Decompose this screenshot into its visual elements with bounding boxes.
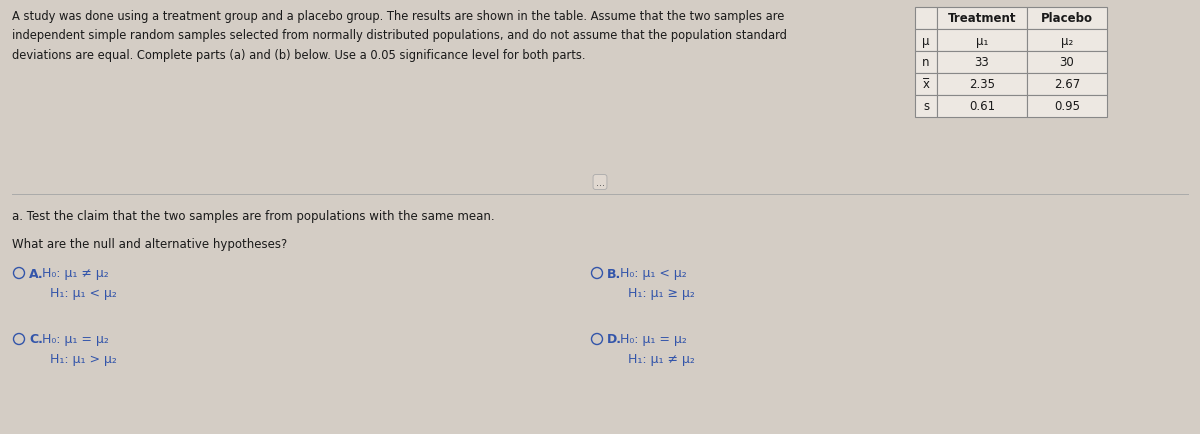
Text: A study was done using a treatment group and a placebo group. The results are sh: A study was done using a treatment group… [12,10,787,62]
Text: C.: C. [29,333,43,346]
FancyBboxPatch shape [916,8,937,30]
Text: Placebo: Placebo [1042,13,1093,26]
FancyBboxPatch shape [916,74,937,96]
Text: H₀: μ₁ < μ₂: H₀: μ₁ < μ₂ [620,267,686,280]
FancyBboxPatch shape [1027,96,1108,118]
Text: 2.35: 2.35 [970,78,995,91]
Text: μ: μ [923,34,930,47]
FancyBboxPatch shape [1027,8,1108,30]
Text: Treatment: Treatment [948,13,1016,26]
Text: What are the null and alternative hypotheses?: What are the null and alternative hypoth… [12,237,287,250]
Text: H₀: μ₁ ≠ μ₂: H₀: μ₁ ≠ μ₂ [42,267,109,280]
FancyBboxPatch shape [916,96,937,118]
Text: H₁: μ₁ > μ₂: H₁: μ₁ > μ₂ [50,353,116,366]
FancyBboxPatch shape [937,96,1027,118]
Text: s: s [923,100,929,113]
FancyBboxPatch shape [937,30,1027,52]
Text: B.: B. [607,267,622,280]
Text: ...: ... [595,178,605,187]
Text: D.: D. [607,333,622,346]
Text: 33: 33 [974,56,989,69]
FancyBboxPatch shape [916,52,937,74]
Text: 0.95: 0.95 [1054,100,1080,113]
FancyBboxPatch shape [1027,52,1108,74]
Text: x̅: x̅ [923,78,930,91]
Text: H₁: μ₁ ≥ μ₂: H₁: μ₁ ≥ μ₂ [628,287,695,300]
Text: H₀: μ₁ = μ₂: H₀: μ₁ = μ₂ [42,333,109,346]
FancyBboxPatch shape [937,52,1027,74]
Text: H₀: μ₁ = μ₂: H₀: μ₁ = μ₂ [620,333,686,346]
FancyBboxPatch shape [1027,74,1108,96]
Text: H₁: μ₁ < μ₂: H₁: μ₁ < μ₂ [50,287,116,300]
Text: H₁: μ₁ ≠ μ₂: H₁: μ₁ ≠ μ₂ [628,353,695,366]
FancyBboxPatch shape [916,30,937,52]
FancyBboxPatch shape [1027,30,1108,52]
Text: a. Test the claim that the two samples are from populations with the same mean.: a. Test the claim that the two samples a… [12,210,494,223]
FancyBboxPatch shape [937,8,1027,30]
Text: n: n [923,56,930,69]
Text: 30: 30 [1060,56,1074,69]
Text: 0.61: 0.61 [968,100,995,113]
Text: μ₂: μ₂ [1061,34,1073,47]
Text: 2.67: 2.67 [1054,78,1080,91]
Text: A.: A. [29,267,43,280]
Text: μ₁: μ₁ [976,34,988,47]
FancyBboxPatch shape [937,74,1027,96]
